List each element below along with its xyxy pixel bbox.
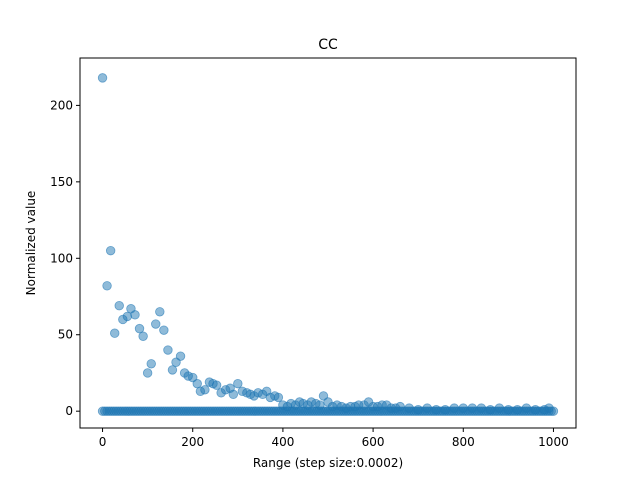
data-point [404, 403, 414, 413]
x-tick-label: 1000 [538, 435, 569, 449]
data-point [530, 404, 541, 415]
data-point [413, 404, 423, 415]
data-point [142, 368, 153, 378]
data-point [521, 403, 532, 413]
data-point [494, 403, 505, 413]
data-point [485, 404, 496, 415]
data-point [114, 300, 124, 311]
data-point [102, 281, 112, 291]
data-point [105, 245, 116, 256]
data-point [449, 403, 459, 413]
data-point [544, 403, 554, 413]
data-point [233, 378, 243, 389]
chart-title: CC [318, 37, 338, 53]
data-point [315, 400, 325, 410]
data-point [110, 328, 120, 338]
data-point [163, 345, 173, 355]
data-point [130, 310, 140, 320]
data-point [159, 325, 169, 335]
data-point [97, 73, 108, 83]
x-tick-label: 200 [181, 435, 204, 449]
data-point [200, 385, 210, 395]
y-tick-label: 200 [50, 98, 73, 112]
data-point [134, 323, 145, 334]
x-axis-title: Range (step size:0.0002) [253, 456, 403, 470]
data-point [431, 404, 441, 415]
y-axis: 0 50 100 150 200 [50, 98, 80, 418]
data-point [467, 403, 477, 413]
y-tick-label: 0 [65, 404, 73, 418]
x-tick-label: 0 [99, 435, 107, 449]
data-point [151, 319, 161, 329]
data-point [458, 403, 468, 413]
y-tick-label: 50 [58, 328, 73, 342]
x-tick-label: 800 [452, 435, 475, 449]
x-tick-label: 600 [362, 435, 385, 449]
data-point [440, 404, 450, 415]
data-point [146, 359, 156, 369]
data-point [167, 365, 178, 375]
points-layer [97, 73, 559, 416]
data-point [155, 307, 165, 317]
data-point [228, 389, 239, 400]
x-tick-label: 400 [271, 435, 294, 449]
data-point [273, 392, 284, 403]
y-tick-label: 100 [50, 251, 73, 265]
data-point [476, 403, 487, 413]
data-point [395, 401, 405, 412]
data-point [503, 404, 514, 415]
y-tick-label: 150 [50, 175, 73, 189]
x-axis: 0 200 400 600 800 1000 [99, 428, 569, 449]
data-point [138, 331, 148, 341]
data-point [422, 403, 432, 413]
plot-frame [79, 57, 577, 429]
y-axis-title: Normalized value [24, 191, 38, 296]
data-point [512, 404, 523, 415]
data-point [175, 351, 186, 361]
data-point [211, 380, 222, 390]
